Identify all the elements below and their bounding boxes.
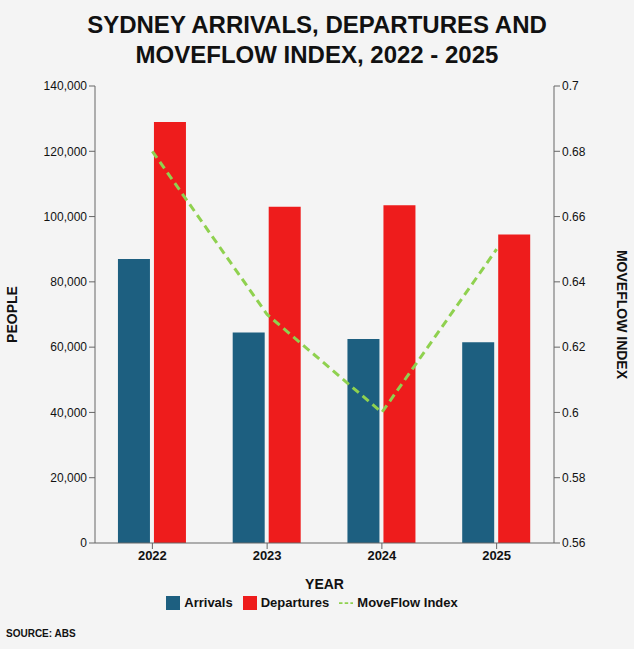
svg-text:0.68: 0.68 [562, 145, 586, 159]
svg-text:0.58: 0.58 [562, 471, 586, 485]
svg-text:PEOPLE: PEOPLE [4, 286, 20, 343]
svg-text:120,000: 120,000 [44, 145, 88, 159]
svg-text:60,000: 60,000 [50, 340, 87, 354]
html-text:SOURCE: ABS: SOURCE: ABS [6, 628, 76, 639]
html-text:MoveFlow Index: MoveFlow Index [357, 595, 458, 610]
svg-text:MOVEFLOW INDEX: MOVEFLOW INDEX [614, 250, 630, 380]
svg-text:0.7: 0.7 [562, 79, 579, 93]
svg-text:0.6: 0.6 [562, 406, 579, 420]
svg-text:100,000: 100,000 [44, 210, 88, 224]
svg-text:140,000: 140,000 [44, 79, 88, 93]
svg-text:2025: 2025 [482, 548, 511, 563]
svg-text:40,000: 40,000 [50, 406, 87, 420]
svg-text:0: 0 [80, 536, 87, 550]
svg-text:20,000: 20,000 [50, 471, 87, 485]
html-text:Departures: Departures [260, 595, 330, 610]
svg-text:0.56: 0.56 [562, 536, 586, 550]
svg-text:2022: 2022 [138, 548, 167, 563]
svg-text:0.62: 0.62 [562, 340, 586, 354]
svg-text:2024: 2024 [367, 548, 397, 563]
svg-text:80,000: 80,000 [50, 275, 87, 289]
html-text:SYDNEY ARRIVALS, DEPARTURES AN: SYDNEY ARRIVALS, DEPARTURES AND MOVEFLOW… [87, 11, 547, 68]
svg-text:0.66: 0.66 [562, 210, 586, 224]
html-text:Arrivals: Arrivals [184, 595, 233, 610]
svg-text:0.64: 0.64 [562, 275, 586, 289]
svg-text:YEAR: YEAR [305, 576, 344, 592]
svg-text:2023: 2023 [253, 548, 282, 563]
